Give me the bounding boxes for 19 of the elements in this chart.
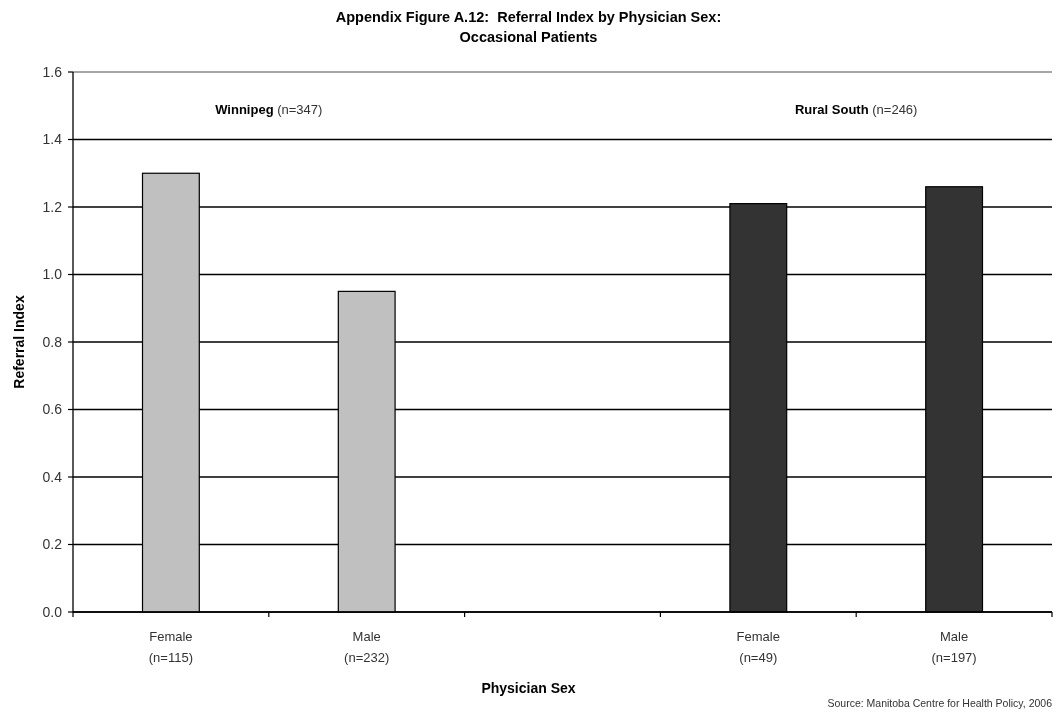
y-tick-label: 0.4 xyxy=(42,468,63,485)
y-tick-label: 0.6 xyxy=(42,401,63,418)
y-tick-label: 1.4 xyxy=(42,131,63,148)
chart-title: Appendix Figure A.12: Referral Index by Physician Sex: Occasional Patients xyxy=(335,9,722,45)
y-axis-title: Referral Index xyxy=(11,295,27,389)
x-tick-label: Female (n=49) xyxy=(736,629,780,665)
y-tick-label: 1.6 xyxy=(42,63,63,80)
source-note: Source: Manitoba Centre for Health Policy, 2006 xyxy=(827,697,1053,709)
y-tick-label: 1.2 xyxy=(42,198,63,215)
y-tick-label: 0.2 xyxy=(42,536,63,553)
annotation: Winnipeg (n=347) xyxy=(215,102,323,117)
x-tick-label: Male (n=197) xyxy=(931,629,977,665)
y-tick-label: 1.0 xyxy=(42,266,63,283)
annotation: Rural South (n=246) xyxy=(794,102,918,117)
x-axis-title: Physician Sex xyxy=(481,680,576,696)
y-tick-label: 0.0 xyxy=(42,603,63,620)
x-tick-label: Female (n=115) xyxy=(148,629,194,665)
x-tick-label: Male (n=232) xyxy=(344,629,390,665)
y-tick-label: 0.8 xyxy=(42,333,63,350)
